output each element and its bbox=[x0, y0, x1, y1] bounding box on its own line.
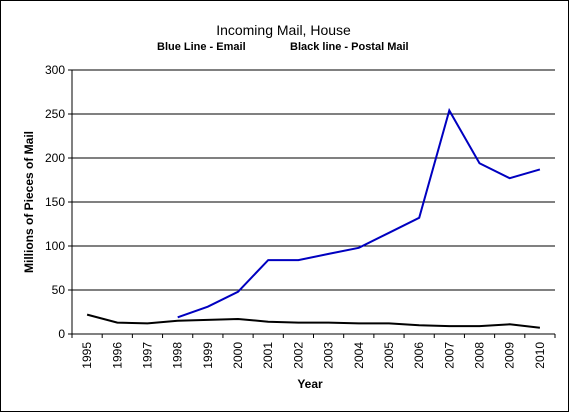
x-tick-label: 2000 bbox=[231, 342, 245, 369]
x-tick-label: 1997 bbox=[140, 342, 154, 369]
x-tick-label: 2005 bbox=[382, 342, 396, 369]
x-tick-label: 2007 bbox=[442, 342, 456, 369]
y-tick-label: 100 bbox=[45, 239, 65, 253]
series-line-email bbox=[177, 107, 541, 319]
y-tick-label: 250 bbox=[45, 107, 65, 121]
y-tick-label: 0 bbox=[58, 327, 65, 341]
x-tick-label: 2008 bbox=[473, 342, 487, 369]
x-tick-label: 1998 bbox=[171, 342, 185, 369]
x-tick-label: 2001 bbox=[261, 342, 275, 369]
y-tick-label: 200 bbox=[45, 151, 65, 165]
x-axis-label: Year bbox=[297, 377, 323, 391]
chart-title: Incoming Mail, House bbox=[216, 22, 351, 38]
x-tick-label: 2010 bbox=[533, 342, 547, 369]
x-tick-label: 2003 bbox=[322, 342, 336, 369]
chart-subtitle-email: Blue Line - Email bbox=[157, 41, 246, 53]
series-line-postal-mail bbox=[86, 313, 541, 329]
x-tick-label: 2004 bbox=[352, 342, 366, 369]
x-tick-label: 2006 bbox=[412, 342, 426, 369]
x-tick-label: 2002 bbox=[291, 342, 305, 369]
y-tick-label: 150 bbox=[45, 195, 65, 209]
y-tick-label: 50 bbox=[52, 283, 66, 297]
x-tick-label: 1999 bbox=[201, 342, 215, 369]
y-tick-label: 300 bbox=[45, 63, 65, 77]
chart-subtitle-postal: Black line - Postal Mail bbox=[290, 41, 409, 53]
x-tick-label: 1995 bbox=[80, 342, 94, 369]
x-tick-label: 2009 bbox=[503, 342, 517, 369]
x-tick-label: 1996 bbox=[110, 342, 124, 369]
